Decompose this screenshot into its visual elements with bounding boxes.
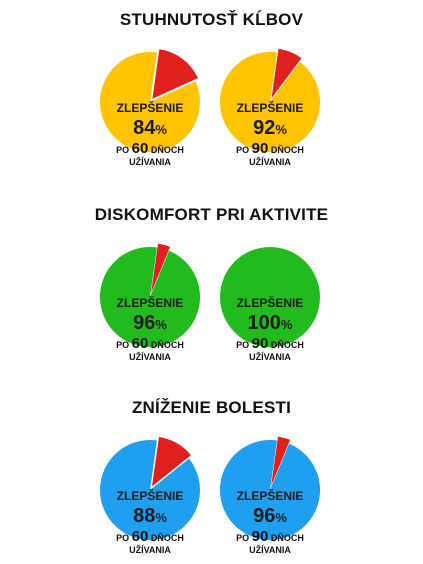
pie-caption: PO 90 DŇOCH UŽÍVANIA [210,335,330,363]
pie-chart: ZLEPŠENIE 84% [99,49,200,152]
caption-post: DŇOCH [150,533,184,543]
pie-value-label: 92% [253,117,287,139]
pie-slice-improvement [220,440,320,540]
pie-caption: PO 60 DŇOCH UŽÍVANIA [90,335,210,363]
caption-pre: PO [116,145,130,155]
pie-value-label: 96% [133,312,167,334]
pie-slice-improvement [220,51,320,152]
caption-line2: UŽÍVANIA [129,545,171,555]
pie-slice-remainder [271,48,302,99]
pie-slice-remainder [152,49,198,99]
pie-chart: ZLEPŠENIE 96% [220,436,320,540]
caption-days: 90 [251,335,269,352]
caption-days: 90 [251,528,269,545]
pie-slice-improvement [220,247,320,347]
caption-post: DŇOCH [270,145,304,155]
pie-chart: ZLEPŠENIE 96% [99,243,200,347]
pie-label: ZLEPŠENIE [117,488,184,503]
pie-caption: PO 60 DŇOCH UŽÍVANIA [90,528,210,556]
caption-pre: PO [236,340,250,350]
caption-pre: PO [236,145,250,155]
pie-slice-improvement [99,51,200,152]
caption-pre: PO [116,533,130,543]
pie-slice-improvement [99,247,200,347]
pie-slice-improvement [99,440,200,540]
pie-value-label: 96% [253,505,287,527]
pie-label: ZLEPŠENIE [117,100,184,115]
pie-chart: ZLEPŠENIE 92% [220,48,320,152]
caption-post: DŇOCH [270,340,304,350]
caption-post: DŇOCH [150,340,184,350]
pie-chart: ZLEPŠENIE 88% [99,437,200,540]
pie-label: ZLEPŠENIE [237,295,304,310]
section-title: STUHNUTOSŤ KĹBOV [119,10,304,29]
pie-caption: PO 60 DŇOCH UŽÍVANIA [90,140,210,168]
pie-label: ZLEPŠENIE [237,100,304,115]
caption-line2: UŽÍVANIA [249,352,291,362]
section-title: ZNÍŽENIE BOLESTI [131,398,292,417]
pie-label: ZLEPŠENIE [237,488,304,503]
caption-line2: UŽÍVANIA [129,157,171,167]
pie-label: ZLEPŠENIE [117,295,184,310]
pie-value-label: 84% [133,117,167,139]
caption-line2: UŽÍVANIA [249,545,291,555]
caption-days: 60 [131,140,149,157]
pie-slice-remainder [151,437,191,487]
pie-value-label: 100% [248,312,293,334]
pie-caption: PO 90 DŇOCH UŽÍVANIA [210,528,330,556]
pie-slice-remainder [151,243,171,294]
caption-post: DŇOCH [270,533,304,543]
section-title: DISKOMFORT PRI AKTIVITE [94,205,329,224]
caption-days: 90 [251,140,269,157]
caption-line2: UŽÍVANIA [129,352,171,362]
pie-value-label: 88% [133,505,167,527]
caption-days: 60 [131,335,149,352]
caption-days: 60 [131,528,149,545]
caption-line2: UŽÍVANIA [249,157,291,167]
pie-chart: ZLEPŠENIE 100% [220,247,320,347]
caption-pre: PO [116,340,130,350]
pie-caption: PO 90 DŇOCH UŽÍVANIA [210,140,330,168]
caption-post: DŇOCH [150,145,184,155]
caption-pre: PO [236,533,250,543]
pie-slice-remainder [271,436,291,487]
